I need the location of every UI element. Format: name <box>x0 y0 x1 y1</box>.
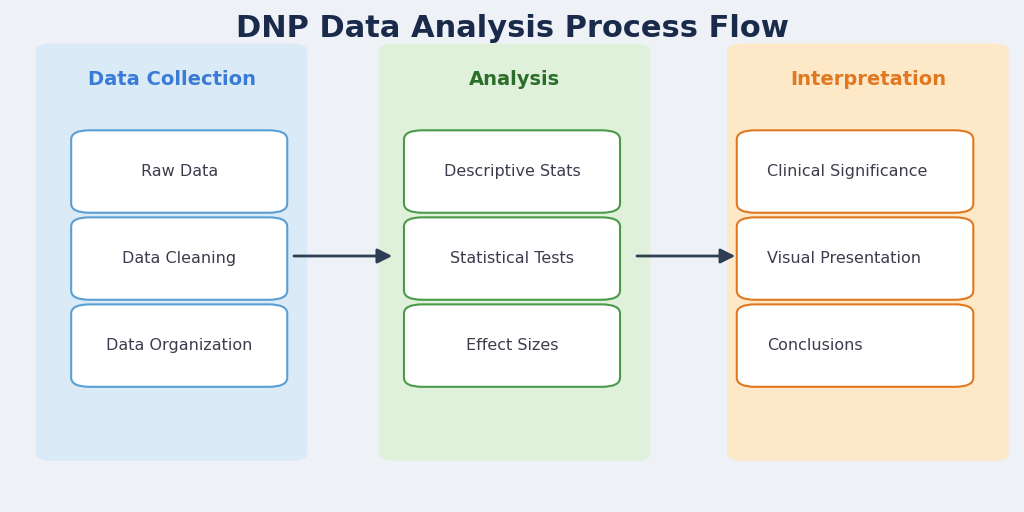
Text: Data Organization: Data Organization <box>106 338 252 353</box>
Text: Descriptive Stats: Descriptive Stats <box>443 164 581 179</box>
Text: Visual Presentation: Visual Presentation <box>768 251 922 266</box>
FancyBboxPatch shape <box>71 304 287 387</box>
FancyBboxPatch shape <box>736 217 973 300</box>
FancyBboxPatch shape <box>736 304 973 387</box>
FancyBboxPatch shape <box>736 130 973 213</box>
Text: DNP Data Analysis Process Flow: DNP Data Analysis Process Flow <box>236 14 788 42</box>
FancyBboxPatch shape <box>379 44 650 461</box>
Text: Interpretation: Interpretation <box>790 70 946 89</box>
FancyBboxPatch shape <box>403 130 620 213</box>
FancyBboxPatch shape <box>727 44 1009 461</box>
Text: Data Cleaning: Data Cleaning <box>122 251 237 266</box>
Text: Raw Data: Raw Data <box>140 164 218 179</box>
FancyBboxPatch shape <box>71 130 287 213</box>
Text: Data Collection: Data Collection <box>87 70 256 89</box>
FancyBboxPatch shape <box>36 44 307 461</box>
Text: Statistical Tests: Statistical Tests <box>450 251 574 266</box>
Text: Conclusions: Conclusions <box>768 338 863 353</box>
FancyBboxPatch shape <box>403 217 620 300</box>
Text: Analysis: Analysis <box>469 70 560 89</box>
FancyBboxPatch shape <box>403 304 620 387</box>
Text: Effect Sizes: Effect Sizes <box>466 338 558 353</box>
FancyBboxPatch shape <box>71 217 287 300</box>
Text: Clinical Significance: Clinical Significance <box>768 164 928 179</box>
